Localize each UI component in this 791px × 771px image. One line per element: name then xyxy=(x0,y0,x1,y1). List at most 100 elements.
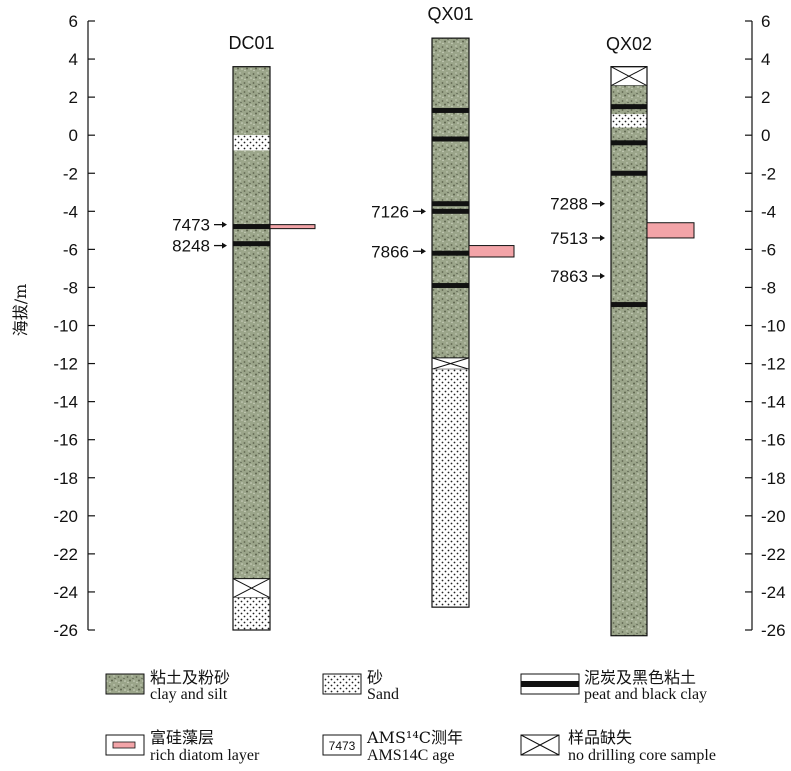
right-tick-label: -4 xyxy=(761,202,776,221)
unit-sand xyxy=(233,597,270,630)
legend-label-en: clay and silt xyxy=(150,686,228,703)
legend-symbol-age-text: 7473 xyxy=(329,739,356,753)
core-name-label: QX01 xyxy=(427,4,473,24)
right-tick-label: -14 xyxy=(761,393,786,412)
legend-label-en: peat and black clay xyxy=(584,686,707,703)
left-tick-label: -8 xyxy=(63,278,78,297)
age-arrowhead xyxy=(421,248,426,255)
right-tick-label: -18 xyxy=(761,469,786,488)
age-arrowhead xyxy=(222,221,227,228)
left-tick-label: -10 xyxy=(53,317,78,336)
left-tick-label: -14 xyxy=(53,393,78,412)
left-tick-label: -12 xyxy=(53,355,78,374)
peat-band xyxy=(233,224,270,230)
legend-item-diatom: 富硅藻层 rich diatom layer xyxy=(105,728,260,764)
right-tick-label: -24 xyxy=(761,583,786,602)
legend-symbol-clay xyxy=(105,673,145,695)
right-tick-label: 6 xyxy=(761,12,770,31)
core-name-label: DC01 xyxy=(228,33,274,53)
ams-age-marker: 7473 xyxy=(172,216,227,235)
left-tick-label: 0 xyxy=(69,126,78,145)
right-tick-label: -12 xyxy=(761,355,786,374)
peat-band xyxy=(611,170,647,176)
peat-band xyxy=(611,140,647,146)
peat-band xyxy=(432,107,469,113)
legend-label-en: rich diatom layer xyxy=(150,747,260,764)
unit-clay-and-silt xyxy=(611,85,647,115)
age-arrowhead xyxy=(600,200,605,207)
peat-band xyxy=(611,104,647,110)
right-tick-label: -6 xyxy=(761,240,776,259)
unit-missing-sample xyxy=(431,357,470,370)
legend-label-cn: 泥炭及黑色粘土 xyxy=(584,668,696,687)
axis-title: 海拔/m xyxy=(11,284,30,337)
unit-clay-and-silt xyxy=(233,150,270,579)
unit-sand xyxy=(611,114,647,128)
ams-age-marker: 7126 xyxy=(371,202,426,221)
legend-label-en: no drilling core sample xyxy=(568,747,716,764)
left-tick-label: 4 xyxy=(69,50,78,69)
diatom-layer-bar xyxy=(646,222,695,239)
peat-band xyxy=(432,283,469,289)
cores: DC01 7473 8248 QX01 7126 7866 QX02 7288 7513 7863 xyxy=(172,4,695,637)
legend-symbol-diatom-bar xyxy=(112,741,136,749)
ams-age-label: 7473 xyxy=(172,216,210,235)
left-tick-label: -4 xyxy=(63,202,78,221)
ams-age-label: 7513 xyxy=(550,229,588,248)
core-outline xyxy=(232,66,271,631)
peat-band xyxy=(611,302,647,308)
age-arrowhead xyxy=(600,234,605,241)
ams-age-label: 7866 xyxy=(371,242,409,261)
right-tick-label: -16 xyxy=(761,431,786,450)
peat-band xyxy=(432,208,469,214)
right-tick-label: 0 xyxy=(761,126,770,145)
left-tick-label: -16 xyxy=(53,431,78,450)
legend-symbol-sand xyxy=(322,673,362,695)
ams-age-label: 7288 xyxy=(550,195,588,214)
legend-item-clay: 粘土及粉砂 clay and silt xyxy=(105,668,230,703)
unit-sand xyxy=(432,369,469,608)
ams-age-marker: 7288 xyxy=(550,195,605,214)
right-tick-label: -26 xyxy=(761,621,786,640)
left-tick-label: -18 xyxy=(53,469,78,488)
core-name-label: QX02 xyxy=(606,34,652,54)
diatom-layer-bar xyxy=(269,224,316,230)
core-outline xyxy=(610,66,648,637)
core-outline xyxy=(431,37,470,608)
peat-band xyxy=(432,250,469,256)
core-qx01: QX01 7126 7866 xyxy=(371,4,515,608)
ams-age-marker: 8248 xyxy=(172,237,227,256)
peat-band xyxy=(432,136,469,142)
left-tick-label: -20 xyxy=(53,507,78,526)
unit-clay-and-silt xyxy=(432,38,469,358)
peat-band xyxy=(233,241,270,247)
core-dc01: DC01 7473 8248 xyxy=(172,33,316,631)
legend: 粘土及粉砂 clay and silt 砂 Sand 泥炭及黑色粘土 peat … xyxy=(105,668,716,764)
right-tick-label: 2 xyxy=(761,88,770,107)
legend-label-cn: 砂 xyxy=(367,668,383,687)
unit-clay-and-silt xyxy=(233,66,270,136)
ams-age-marker: 7863 xyxy=(550,267,605,286)
left-tick-label: -6 xyxy=(63,240,78,259)
unit-missing-sample xyxy=(610,66,648,87)
legend-item-sand: 砂 Sand xyxy=(322,668,399,703)
right-tick-label: 4 xyxy=(761,50,770,69)
legend-label-en: Sand xyxy=(367,686,399,703)
left-tick-label: -26 xyxy=(53,621,78,640)
left-tick-label: -24 xyxy=(53,583,78,602)
legend-item-peat: 泥炭及黑色粘土 peat and black clay xyxy=(520,668,707,703)
unit-sand xyxy=(233,135,270,151)
ams-age-marker: 7866 xyxy=(371,242,426,261)
legend-label-cn: 粘土及粉砂 xyxy=(150,668,230,687)
right-tick-label: -22 xyxy=(761,545,786,564)
legend-symbol-peat-band xyxy=(521,681,579,687)
peat-band xyxy=(432,201,469,207)
left-tick-label: -22 xyxy=(53,545,78,564)
legend-symbol-age-box xyxy=(322,734,362,756)
right-tick-label: -2 xyxy=(761,164,776,183)
legend-label-cn: 富硅藻层 xyxy=(150,728,214,747)
right-tick-label: -20 xyxy=(761,507,786,526)
age-arrowhead xyxy=(222,242,227,249)
